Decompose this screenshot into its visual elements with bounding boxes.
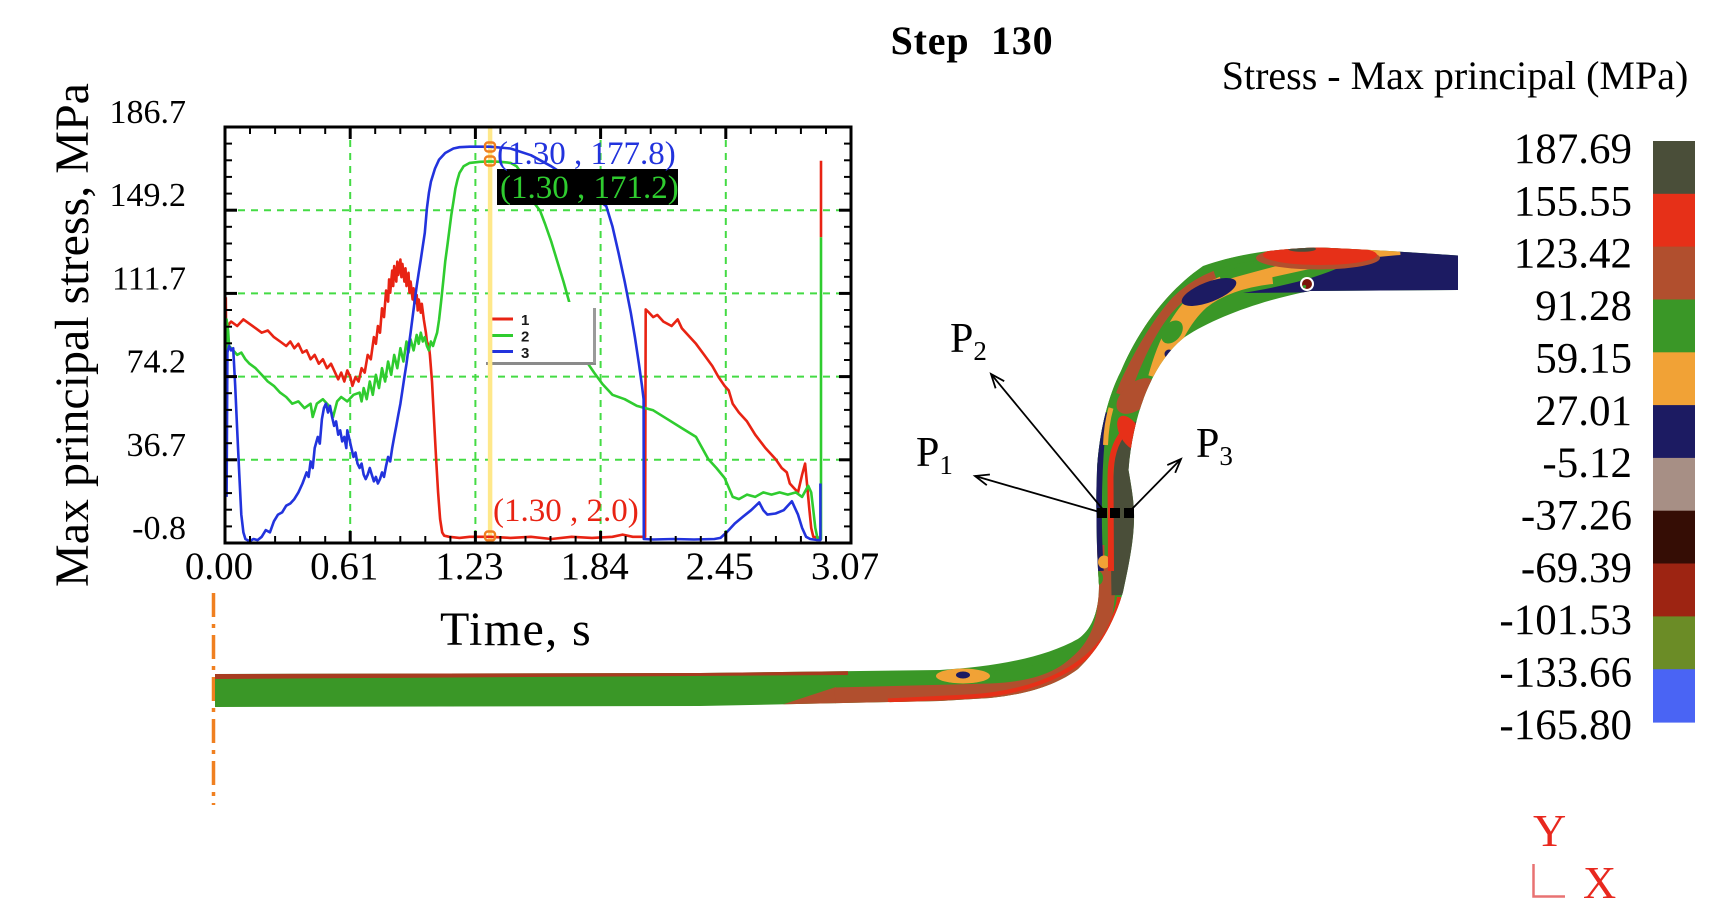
svg-text:P1: P1	[916, 430, 953, 480]
svg-text:Step 130: Step 130	[891, 18, 1054, 63]
svg-text:149.2: 149.2	[110, 177, 187, 214]
svg-text:(1.30 , 171.2): (1.30 , 171.2)	[500, 170, 679, 206]
svg-text:X: X	[1583, 857, 1616, 908]
svg-text:1: 1	[521, 312, 529, 329]
svg-text:74.2: 74.2	[127, 344, 187, 381]
svg-text:-0.8: -0.8	[132, 510, 186, 547]
svg-text:186.7: 186.7	[110, 94, 187, 131]
svg-text:111.7: 111.7	[112, 260, 186, 297]
svg-text:-165.80: -165.80	[1499, 702, 1632, 749]
svg-text:36.7: 36.7	[127, 427, 187, 464]
svg-text:3: 3	[521, 345, 529, 362]
svg-text:27.01: 27.01	[1535, 388, 1632, 435]
svg-text:Y: Y	[1533, 805, 1566, 856]
svg-text:Max principal stress, MPa: Max principal stress, MPa	[46, 83, 99, 587]
svg-text:59.15: 59.15	[1535, 335, 1632, 382]
svg-text:155.55: 155.55	[1514, 178, 1632, 225]
svg-text:-101.53: -101.53	[1499, 597, 1632, 644]
svg-text:91.28: 91.28	[1535, 283, 1632, 330]
svg-text:187.69: 187.69	[1514, 126, 1632, 173]
svg-text:Stress - Max principal (MPa): Stress - Max principal (MPa)	[1222, 53, 1689, 98]
svg-text:(1.30 , 177.8): (1.30 , 177.8)	[497, 136, 676, 172]
svg-text:-69.39: -69.39	[1521, 545, 1632, 592]
svg-text:1.23: 1.23	[435, 545, 503, 588]
svg-text:0.61: 0.61	[310, 545, 378, 588]
svg-text:-133.66: -133.66	[1499, 650, 1632, 697]
svg-text:Time, s: Time, s	[440, 603, 592, 656]
svg-text:2: 2	[521, 329, 529, 346]
svg-text:-37.26: -37.26	[1521, 493, 1632, 540]
svg-text:123.42: 123.42	[1514, 231, 1632, 278]
svg-text:-5.12: -5.12	[1542, 440, 1632, 487]
svg-text:1.84: 1.84	[560, 545, 628, 588]
svg-text:(1.30 , 2.0): (1.30 , 2.0)	[493, 493, 639, 529]
svg-text:3.07: 3.07	[811, 545, 879, 588]
svg-text:0.00: 0.00	[185, 545, 253, 588]
svg-text:2.45: 2.45	[686, 545, 754, 588]
